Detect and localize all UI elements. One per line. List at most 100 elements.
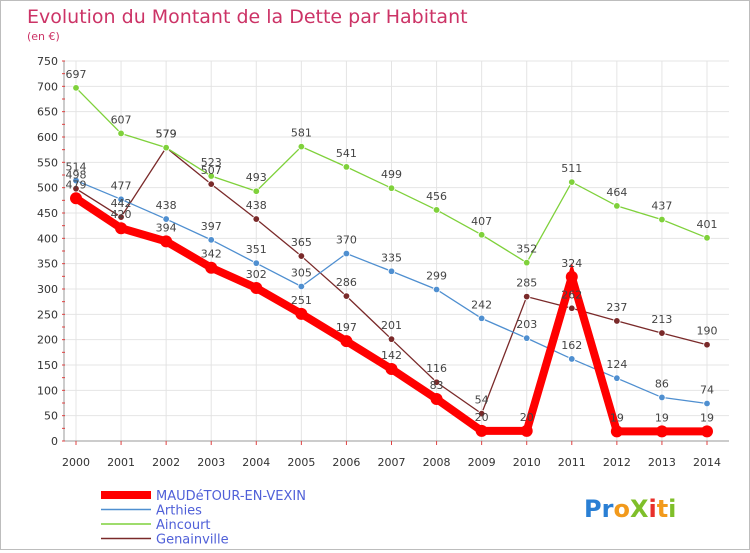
legend-label: Arthies: [156, 504, 202, 519]
data-labels: 479 420 394 342 302 251 197 142 83 20 20 324 19 19 19 5…: [66, 68, 718, 425]
data-label: 352: [516, 243, 537, 256]
data-point: [432, 285, 441, 294]
data-label: 116: [426, 362, 447, 375]
data-point: [72, 184, 80, 193]
data-label: 162: [561, 339, 582, 352]
data-label: 197: [336, 321, 357, 334]
y-tick-label: 0: [51, 435, 58, 448]
data-point: [520, 424, 533, 437]
y-tick-label: 200: [37, 334, 58, 347]
data-label: 237: [606, 301, 627, 314]
data-point: [568, 178, 576, 186]
y-tick-label: 550: [37, 156, 58, 169]
data-label: 370: [336, 234, 357, 247]
data-label: 19: [655, 411, 669, 424]
x-tick-label: 2005: [287, 456, 315, 469]
data-label: 511: [561, 162, 582, 175]
data-point: [385, 363, 398, 376]
x-tick-label: 2008: [423, 456, 451, 469]
data-point: [297, 252, 306, 260]
x-tick-label: 2000: [62, 456, 90, 469]
data-label: 20: [475, 411, 489, 424]
y-tick-label: 750: [37, 55, 58, 68]
data-point: [297, 142, 306, 151]
data-label: 438: [246, 199, 267, 212]
data-point: [477, 314, 486, 323]
data-label: 442: [111, 197, 132, 210]
data-label: 262: [561, 288, 582, 301]
data-point: [162, 143, 170, 152]
data-point: [430, 392, 443, 405]
data-point: [70, 192, 82, 205]
data-label: 285: [516, 277, 537, 290]
legend-label: Aincourt: [156, 518, 211, 533]
data-label: 397: [201, 220, 222, 233]
data-label: 464: [606, 186, 627, 199]
data-point: [387, 335, 396, 343]
x-tick-label: 2003: [197, 456, 225, 469]
data-label: 74: [700, 384, 714, 397]
data-point: [117, 129, 125, 138]
data-point: [568, 304, 576, 312]
data-point: [703, 341, 711, 349]
data-label: 142: [381, 349, 402, 362]
data-point: [295, 307, 308, 320]
data-point: [477, 409, 486, 418]
series-layer: [70, 84, 713, 438]
x-tick-label: 2001: [107, 456, 135, 469]
y-tick-label: 500: [37, 182, 58, 195]
data-label: 541: [336, 147, 357, 160]
data-label: 124: [606, 358, 627, 371]
x-tick-label: 2013: [648, 456, 676, 469]
chart-title: Evolution du Montant de la Dette par Hab…: [27, 6, 468, 28]
data-point: [162, 215, 170, 223]
data-label: 477: [111, 179, 132, 192]
data-label: 201: [381, 319, 402, 332]
data-point: [252, 215, 260, 223]
data-point: [477, 231, 486, 239]
data-label: 581: [291, 127, 312, 140]
data-label: 19: [700, 411, 714, 424]
legend-label: MAUDéTOUR-EN-VEXIN: [156, 489, 306, 504]
axes: 0 50 100 150 200 250 300 350 400 450 500 550 600 650 7…: [37, 55, 729, 469]
data-label: 499: [381, 168, 402, 181]
x-tick-label: 2010: [513, 456, 541, 469]
data-label: 401: [697, 218, 718, 231]
data-label: 438: [156, 199, 177, 212]
data-label: 351: [246, 243, 267, 256]
data-point: [703, 234, 711, 242]
data-point: [475, 424, 488, 437]
data-point: [250, 281, 263, 294]
data-label: 86: [655, 377, 669, 390]
y-tick-label: 400: [37, 232, 58, 245]
data-point: [72, 176, 80, 185]
data-point: [160, 235, 173, 248]
data-point: [117, 195, 125, 204]
data-label: 498: [66, 169, 87, 182]
data-point: [432, 378, 441, 386]
data-label: 19: [610, 411, 624, 424]
data-label: 299: [426, 270, 447, 283]
data-point: [703, 399, 711, 408]
data-label: 324: [561, 257, 582, 270]
data-point: [342, 249, 351, 258]
data-label: 83: [430, 379, 444, 392]
y-tick-label: 350: [37, 258, 58, 271]
data-label: 251: [291, 294, 312, 307]
data-point: [207, 180, 215, 188]
proxiti-logo: ProXiti: [584, 495, 676, 523]
data-point: [655, 425, 668, 438]
data-point: [340, 335, 353, 348]
data-point: [387, 267, 396, 275]
chart-subtitle: (en €): [27, 30, 60, 43]
data-label: 305: [291, 266, 312, 279]
data-point: [613, 317, 621, 325]
data-label: 493: [246, 171, 267, 184]
data-label: 607: [111, 113, 132, 126]
x-tick-label: 2007: [378, 456, 406, 469]
data-label: 286: [336, 276, 357, 289]
data-label: 456: [426, 190, 447, 203]
data-point: [207, 236, 215, 244]
